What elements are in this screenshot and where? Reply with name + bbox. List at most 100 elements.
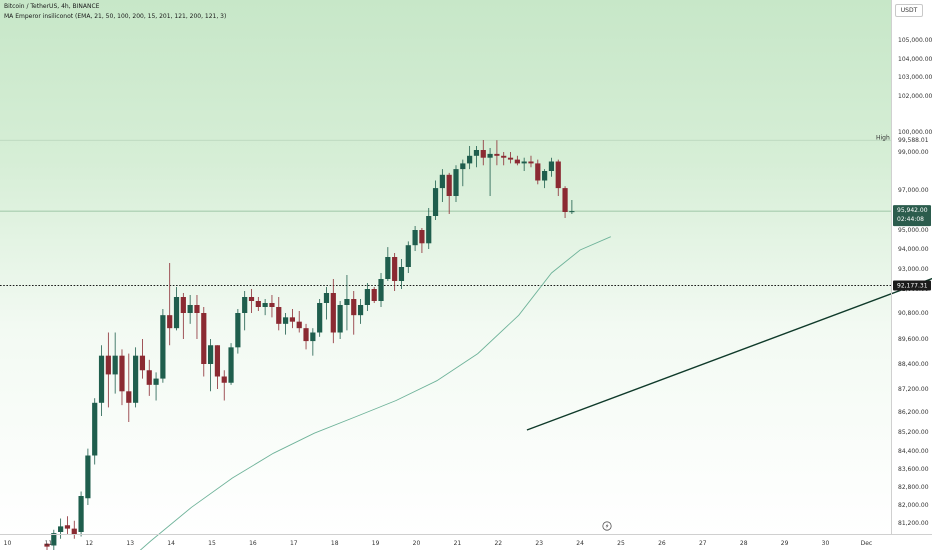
symbol-title: Bitcoin / TetherUS, 4h, BINANCE — [4, 3, 100, 10]
candle — [535, 159, 541, 185]
candle — [569, 200, 575, 214]
candle-body — [562, 188, 568, 212]
time-tick-label: 11 — [45, 540, 53, 547]
trendline[interactable] — [526, 155, 932, 431]
price-tick-label: 82,000.00 — [898, 502, 929, 509]
candle — [310, 328, 316, 356]
time-tick-label: 27 — [699, 540, 707, 547]
currency-button[interactable]: USDT — [895, 4, 923, 17]
candle — [419, 228, 425, 253]
candle — [289, 309, 295, 329]
price-tick-label: 94,000.00 — [898, 246, 929, 253]
candle — [269, 295, 275, 318]
price-tick-label: 84,400.00 — [898, 448, 929, 455]
candle-body — [44, 543, 50, 547]
high-value-label: 99,588.01 — [898, 137, 929, 144]
time-tick-label: Dec — [861, 540, 873, 547]
candle-body — [105, 355, 111, 375]
candle — [392, 253, 398, 291]
candle — [562, 186, 568, 218]
candle — [85, 448, 91, 505]
candle-body — [426, 216, 432, 244]
candle-body — [514, 159, 520, 164]
candle-body — [153, 378, 159, 385]
candle-body — [507, 157, 514, 160]
candle-body — [289, 317, 295, 322]
candle-body — [71, 528, 77, 535]
candle — [453, 165, 459, 202]
price-tick-label: 95,000.00 — [898, 227, 929, 234]
candle-body — [412, 230, 418, 246]
candle-body — [480, 150, 486, 158]
indicator-legend[interactable]: MA Emperor insiliconot (EMA, 21, 50, 100… — [4, 13, 227, 20]
candle — [221, 370, 227, 401]
candle-body — [317, 303, 323, 333]
candle — [201, 307, 207, 377]
candle-body — [208, 345, 214, 364]
level-price-label: 92,177.31 — [897, 282, 928, 289]
candle-body — [521, 161, 527, 164]
candle-body — [487, 153, 493, 158]
candle-body — [473, 150, 480, 156]
candle — [344, 275, 350, 331]
candle-body — [92, 402, 98, 456]
candle-body — [385, 257, 391, 279]
candle-body — [173, 297, 180, 329]
candle-body — [214, 345, 221, 377]
candle-body — [467, 155, 473, 164]
lightning-icon[interactable] — [602, 521, 612, 531]
candle-body — [398, 267, 405, 281]
candle — [71, 520, 77, 539]
candle — [105, 332, 111, 408]
time-tick-label: 29 — [781, 540, 789, 547]
candle — [548, 157, 555, 177]
time-tick-label: 12 — [85, 540, 93, 547]
current-price-tag — [893, 205, 931, 227]
price-axis[interactable]: 105,000.00 104,000.00 103,000.00 102,000.00… — [876, 37, 932, 527]
price-tick-label: 93,000.00 — [898, 266, 929, 273]
candle-body — [276, 307, 282, 324]
candle — [432, 180, 439, 220]
candle — [351, 291, 357, 335]
candle-body — [167, 315, 173, 329]
candle-body — [569, 211, 575, 213]
candle — [92, 398, 98, 465]
candle-body — [392, 257, 398, 281]
candle — [160, 309, 166, 383]
candle — [303, 323, 309, 350]
time-axis[interactable]: 10 11 12 13 14 15 16 17 18 19 20 21 22 23 24 25 26 27 28 29… — [4, 540, 873, 547]
price-tick-label: 99,000.00 — [898, 149, 929, 156]
candle — [494, 140, 500, 166]
candle — [44, 543, 50, 550]
candle — [214, 345, 221, 389]
candle-body — [501, 155, 507, 158]
time-tick-label: 16 — [249, 540, 257, 547]
time-tick-label: 20 — [413, 540, 421, 547]
candle — [167, 263, 173, 346]
candle-body — [255, 301, 261, 307]
candle — [262, 299, 268, 316]
candle — [501, 152, 507, 166]
time-tick-label: 21 — [454, 540, 462, 547]
price-tick-label: 97,000.00 — [898, 187, 929, 194]
time-tick-label: 22 — [494, 540, 502, 547]
candle-body — [126, 391, 132, 403]
candle-body — [542, 171, 548, 181]
candle — [296, 311, 302, 333]
candle-body — [323, 293, 330, 303]
high-label: High — [876, 135, 890, 142]
candle — [228, 343, 234, 385]
candle — [480, 140, 486, 166]
plot-background — [0, 0, 891, 534]
candle-body — [139, 355, 146, 371]
candle — [487, 148, 493, 196]
candle — [385, 247, 391, 281]
time-tick-label: 17 — [290, 540, 298, 547]
candle — [446, 172, 452, 214]
candle — [405, 241, 411, 273]
candle — [248, 289, 255, 313]
candle-body — [228, 347, 234, 383]
price-tick-label: 85,200.00 — [898, 429, 929, 436]
candle-body — [330, 293, 336, 333]
